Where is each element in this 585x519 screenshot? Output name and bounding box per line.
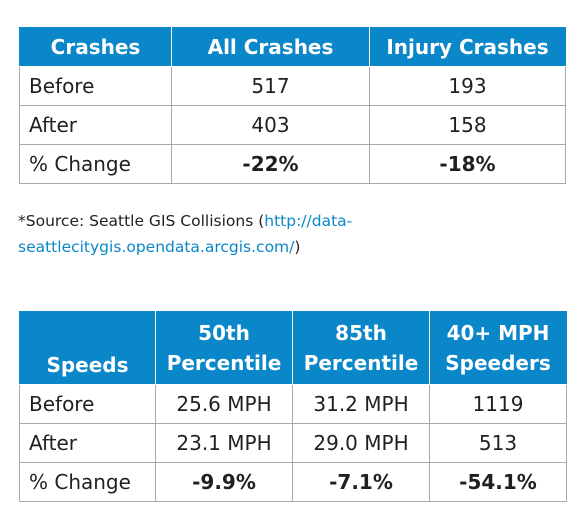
speeders-value: 1119: [429, 384, 567, 424]
all-crashes-change: -22%: [171, 144, 370, 184]
row-label: Before: [19, 384, 156, 424]
source-link[interactable]: http://data-seattlecitygis.opendata.arcg…: [18, 212, 353, 256]
p50-change: -9.9%: [155, 462, 293, 502]
table-row: After 403 158: [19, 105, 566, 145]
crashes-table: Crashes All Crashes Injury Crashes Befor…: [19, 27, 566, 184]
p50-value: 23.1 MPH: [155, 423, 293, 463]
row-label: % Change: [19, 462, 156, 502]
source-suffix: ): [294, 238, 301, 256]
row-label: After: [19, 105, 172, 145]
p85-change: -7.1%: [292, 462, 430, 502]
speeders-change: -54.1%: [429, 462, 567, 502]
table-row: % Change -22% -18%: [19, 144, 566, 184]
p85-value: 31.2 MPH: [292, 384, 430, 424]
speeders-value: 513: [429, 423, 567, 463]
table-row: Before 517 193: [19, 66, 566, 106]
table-row: % Change -9.9% -7.1% -54.1%: [19, 462, 567, 502]
speeds-table: Speeds 50th Percentile 85th Percentile 4…: [19, 311, 567, 502]
source-note: *Source: Seattle GIS Collisions (http://…: [18, 208, 558, 260]
all-crashes-value: 403: [171, 105, 370, 145]
speeds-header-row: Speeds 50th Percentile 85th Percentile 4…: [19, 311, 567, 385]
injury-crashes-value: 158: [369, 105, 566, 145]
row-label: % Change: [19, 144, 172, 184]
crashes-header-row: Crashes All Crashes Injury Crashes: [19, 27, 566, 67]
table-row: Before 25.6 MPH 31.2 MPH 1119: [19, 384, 567, 424]
table-row: After 23.1 MPH 29.0 MPH 513: [19, 423, 567, 463]
source-prefix: *Source: Seattle GIS Collisions (: [18, 212, 265, 230]
row-label: Before: [19, 66, 172, 106]
column-header: Speeds: [19, 311, 156, 385]
all-crashes-value: 517: [171, 66, 370, 106]
injury-crashes-value: 193: [369, 66, 566, 106]
p85-value: 29.0 MPH: [292, 423, 430, 463]
column-header: Crashes: [19, 27, 172, 67]
column-header: Injury Crashes: [369, 27, 566, 67]
row-label: After: [19, 423, 156, 463]
column-header: 50th Percentile: [155, 311, 293, 385]
column-header: All Crashes: [171, 27, 370, 67]
column-header: 40+ MPH Speeders: [429, 311, 567, 385]
column-header: 85th Percentile: [292, 311, 430, 385]
p50-value: 25.6 MPH: [155, 384, 293, 424]
injury-crashes-change: -18%: [369, 144, 566, 184]
